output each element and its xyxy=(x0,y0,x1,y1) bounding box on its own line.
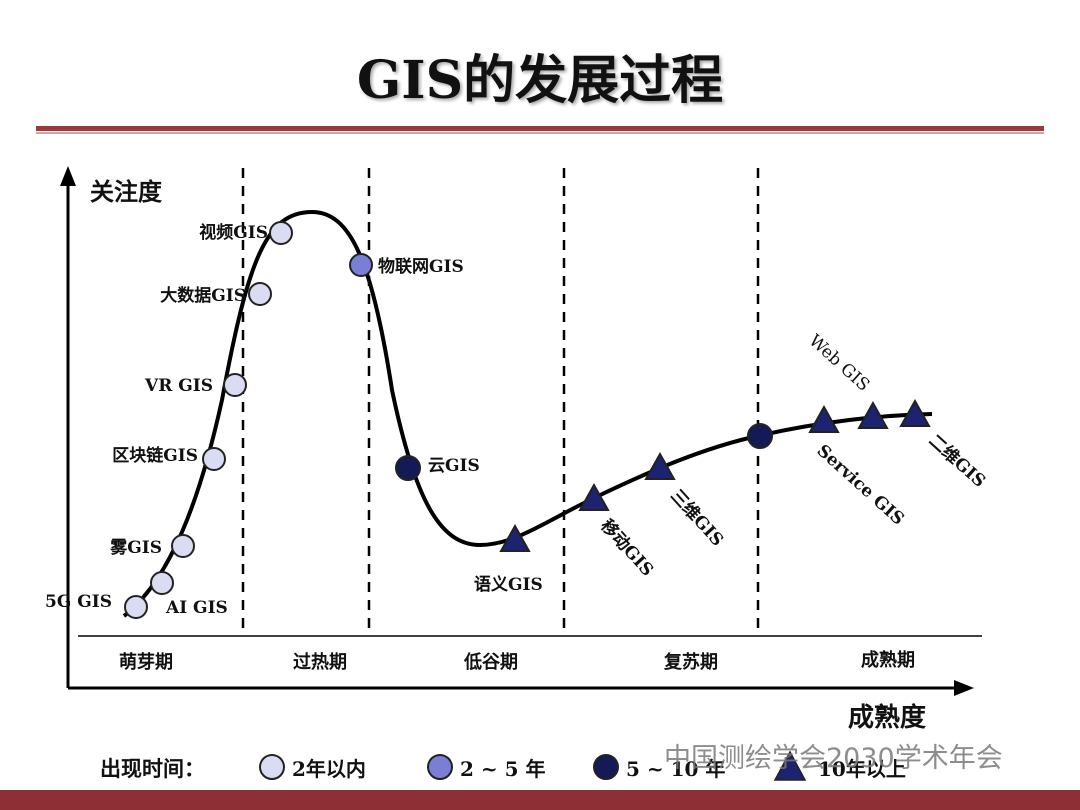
label-web-gis: Web GIS xyxy=(805,331,874,396)
marker-fog-gis xyxy=(171,534,195,558)
label-bigdata-gis: 大数据GIS xyxy=(160,285,246,306)
legend-title: 出现时间： xyxy=(100,756,205,781)
legend-marker-lt2 xyxy=(259,754,285,780)
axes xyxy=(60,166,982,696)
label-cloud-gis: 云GIS xyxy=(428,456,480,476)
marker-2d-gis-a xyxy=(857,400,889,429)
label-service-gis: Service GIS xyxy=(813,441,908,530)
phase-label-recovery: 复苏期 xyxy=(663,651,718,673)
y-axis-arrow-icon xyxy=(60,166,76,186)
marker-service-gis xyxy=(808,404,840,433)
legend-label-gt10: 10年以上 xyxy=(818,757,906,781)
legend-label-lt2: 2年以内 xyxy=(292,757,366,781)
phase-label-embryonic: 萌芽期 xyxy=(119,651,173,673)
marker-web-gis xyxy=(747,423,773,449)
label-3d-gis: 三维GIS xyxy=(666,485,728,550)
legend-label-2to5: 2 ~ 5 年 xyxy=(460,757,545,781)
legend-marker-5to10 xyxy=(593,754,619,780)
label-mobile-gis: 移动GIS xyxy=(596,515,658,580)
legend-marker-gt10 xyxy=(773,750,807,781)
title-divider-thin xyxy=(36,132,1044,134)
page-title: GIS的发展过程 xyxy=(356,50,724,111)
x-axis-label: 成熟度 xyxy=(848,702,926,733)
label-vr-gis: VR GIS xyxy=(144,376,213,396)
marker-iot-gis xyxy=(349,253,373,277)
x-axis-arrow-icon xyxy=(954,680,974,696)
label-2d-gis: 二维GIS xyxy=(925,430,990,492)
label-video-gis: 视频GIS xyxy=(199,222,268,243)
marker-semantic-gis xyxy=(499,523,531,552)
legend: 出现时间： 2年以内 2 ~ 5 年 5 ~ 10 年 10年以上 xyxy=(100,750,910,795)
label-iot-gis: 物联网GIS xyxy=(378,256,464,277)
phase-label-mature: 成熟期 xyxy=(861,649,915,671)
footer-bar xyxy=(0,790,1080,810)
label-5g-gis: 5G GIS xyxy=(45,592,112,612)
marker-vr-gis xyxy=(223,373,247,397)
marker-video-gis xyxy=(269,221,293,245)
marker-cloud-gis xyxy=(395,455,421,481)
phase-dividers xyxy=(241,168,760,636)
phase-label-trough: 低谷期 xyxy=(463,651,518,673)
marker-mobile-gis xyxy=(578,482,610,511)
marker-bigdata-gis xyxy=(248,282,272,306)
phase-label-overheated: 过热期 xyxy=(293,651,347,673)
label-semantic-gis: 语义GIS xyxy=(474,574,543,595)
hype-curve xyxy=(122,209,933,618)
watermark: 中国测绘学会2030学术年会 xyxy=(664,743,1003,774)
marker-3d-gis xyxy=(644,451,676,480)
marker-5g-gis xyxy=(124,595,148,619)
label-blockchain-gis: 区块链GIS xyxy=(112,445,198,466)
marker-2d-gis-b xyxy=(899,398,931,427)
legend-marker-2to5 xyxy=(427,754,453,780)
y-axis-label: 关注度 xyxy=(90,177,163,206)
marker-blockchain-gis xyxy=(202,447,226,471)
marker-ai-gis xyxy=(150,571,174,595)
title-divider xyxy=(36,126,1044,131)
label-fog-gis: 雾GIS xyxy=(109,537,162,558)
label-ai-gis: AI GIS xyxy=(165,598,228,618)
legend-label-5to10: 5 ~ 10 年 xyxy=(626,757,725,781)
